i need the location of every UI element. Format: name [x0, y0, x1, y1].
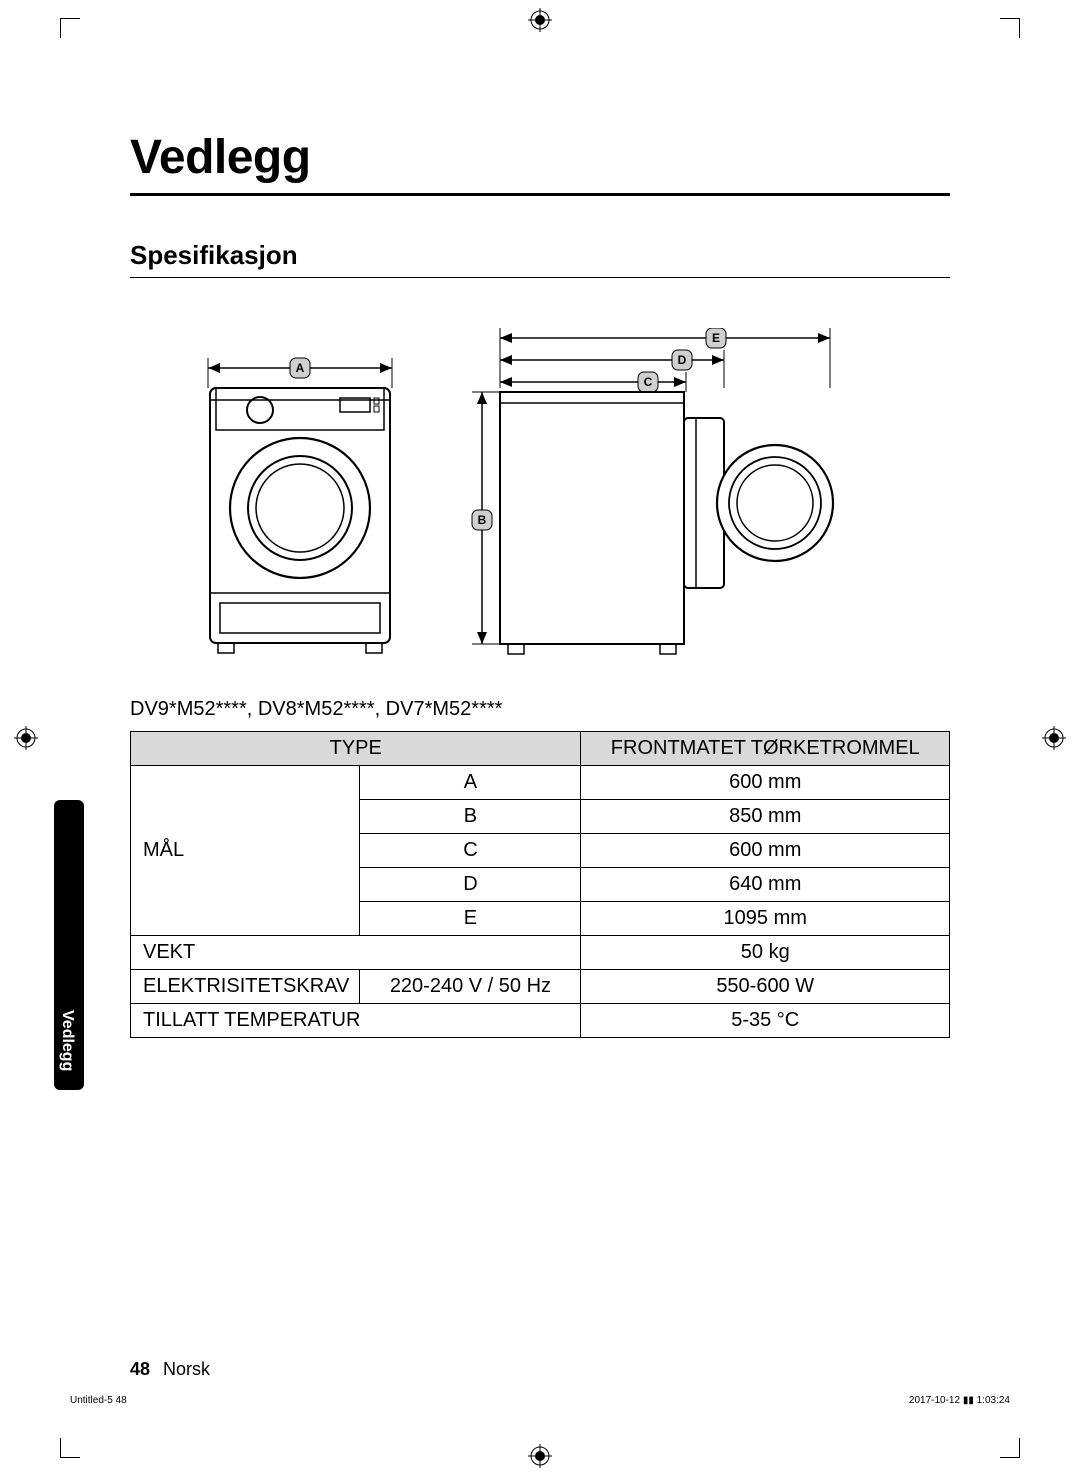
dim-key: D: [360, 868, 581, 902]
page-content: Vedlegg Vedlegg Spesifikasjon A: [130, 130, 950, 1346]
dim-c-label: C: [644, 375, 653, 389]
section-heading: Spesifikasjon: [130, 240, 950, 278]
print-meta-left: Untitled-5 48: [70, 1395, 127, 1406]
mal-label: MÅL: [131, 766, 360, 936]
page-title: Vedlegg: [130, 130, 950, 196]
dim-value: 640 mm: [581, 868, 950, 902]
dim-key: C: [360, 834, 581, 868]
elektro-power: 550-600 W: [581, 970, 950, 1004]
page-language: Norsk: [163, 1359, 210, 1379]
dim-e-label: E: [712, 331, 720, 345]
temp-value: 5-35 °C: [581, 1004, 950, 1038]
dim-a-label: A: [296, 361, 305, 375]
dim-key: A: [360, 766, 581, 800]
dryer-side-diagram: E D C B: [470, 328, 850, 658]
table-header-type: TYPE: [131, 732, 581, 766]
table-header-value: FRONTMATET TØRKETROMMEL: [581, 732, 950, 766]
registration-mark-icon: [528, 8, 552, 32]
elektro-label: ELEKTRISITETSKRAV: [131, 970, 360, 1004]
dim-value: 600 mm: [581, 834, 950, 868]
dim-value: 600 mm: [581, 766, 950, 800]
page-number: 48: [130, 1359, 150, 1379]
dimension-diagram: A: [130, 328, 950, 658]
dim-key: B: [360, 800, 581, 834]
elektro-spec: 220-240 V / 50 Hz: [360, 970, 581, 1004]
crop-mark: [1000, 18, 1020, 38]
crop-mark: [60, 18, 80, 38]
vekt-label: VEKT: [131, 936, 581, 970]
dim-value: 1095 mm: [581, 902, 950, 936]
dim-b-label: B: [478, 513, 487, 527]
vekt-value: 50 kg: [581, 936, 950, 970]
registration-mark-icon: [528, 1444, 552, 1468]
spec-table: TYPE FRONTMATET TØRKETROMMEL MÅL A 600 m…: [130, 731, 950, 1038]
dim-d-label: D: [678, 353, 687, 367]
dryer-front-diagram: A: [190, 328, 410, 658]
print-meta-right: 2017-10-12 ▮▮ 1:03:24: [909, 1395, 1010, 1406]
crop-mark: [1000, 1438, 1020, 1458]
registration-mark-icon: [14, 726, 38, 750]
dim-key: E: [360, 902, 581, 936]
dim-value: 850 mm: [581, 800, 950, 834]
section-tab: Vedlegg: [54, 800, 84, 1090]
section-tab-label: Vedlegg: [58, 1010, 76, 1071]
registration-mark-icon: [1042, 726, 1066, 750]
model-numbers: DV9*M52****, DV8*M52****, DV7*M52****: [130, 698, 950, 721]
crop-mark: [60, 1438, 80, 1458]
page-footer: 48 Norsk: [130, 1359, 210, 1380]
temp-label: TILLATT TEMPERATUR: [131, 1004, 581, 1038]
